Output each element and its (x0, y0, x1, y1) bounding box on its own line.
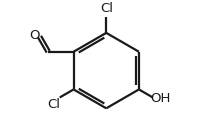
Text: Cl: Cl (100, 2, 113, 15)
Text: Cl: Cl (48, 99, 60, 112)
Text: OH: OH (150, 92, 171, 105)
Text: O: O (29, 29, 40, 43)
